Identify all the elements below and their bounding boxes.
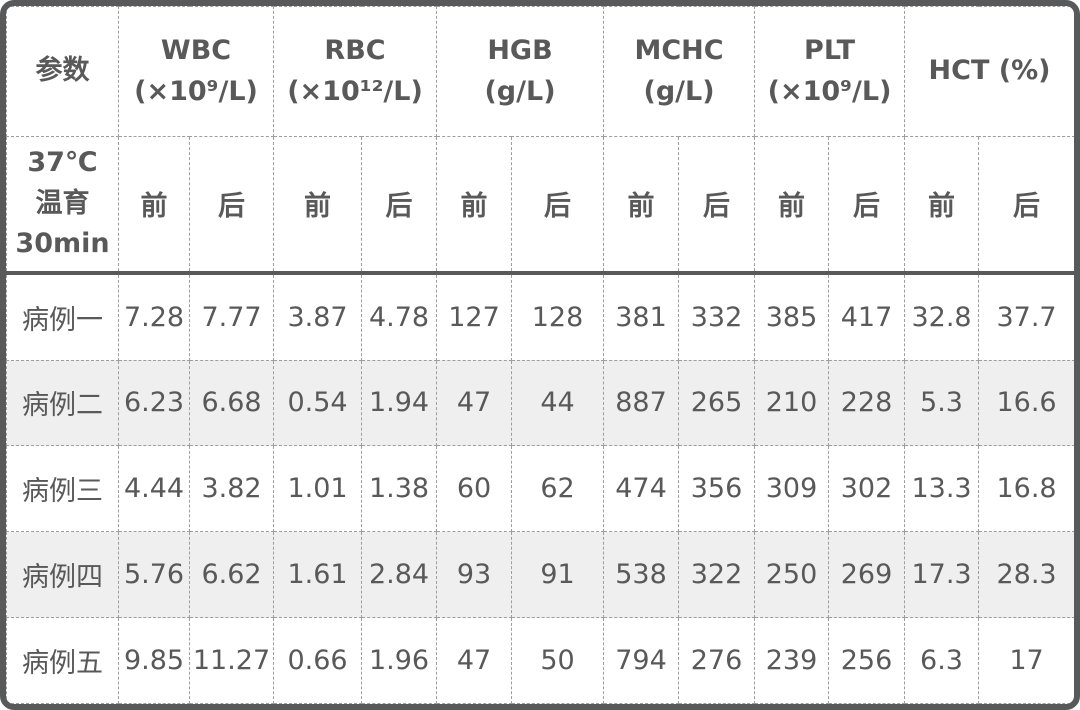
value-cell: 1.94 — [361, 359, 437, 447]
value-cell: 309 — [754, 445, 830, 533]
value-cell: 62 — [510, 445, 605, 533]
value-cell: 538 — [603, 531, 680, 619]
plt-after-label: 后 — [828, 136, 906, 275]
value-cell: 417 — [828, 272, 906, 361]
value-cell: 16.8 — [978, 445, 1074, 533]
table-row-case-4: 病例四 5.76 6.62 1.61 2.84 93 91 538 322 25… — [6, 531, 1074, 619]
value-cell: 11.27 — [189, 617, 274, 704]
case-name-cell: 病例二 — [6, 359, 119, 447]
value-cell: 7.77 — [189, 272, 274, 361]
hgb-after-label: 后 — [510, 136, 605, 275]
condition-header-cell: 37℃ 温育 30min — [6, 136, 119, 275]
hgb-before-label: 前 — [436, 136, 512, 275]
value-cell: 5.3 — [904, 359, 980, 447]
header-plt: PLT (×10⁹/L) — [754, 6, 906, 138]
table-row-case-3: 病例三 4.44 3.82 1.01 1.38 60 62 474 356 30… — [6, 445, 1074, 533]
value-cell: 474 — [603, 445, 680, 533]
value-cell: 332 — [678, 272, 756, 361]
param-header-cell: 参数 — [6, 6, 119, 138]
value-cell: 60 — [436, 445, 512, 533]
value-cell: 269 — [828, 531, 906, 619]
value-cell: 381 — [603, 272, 680, 361]
value-cell: 1.01 — [273, 445, 362, 533]
value-cell: 16.6 — [978, 359, 1074, 447]
value-cell: 50 — [510, 617, 605, 704]
value-cell: 228 — [828, 359, 906, 447]
value-cell: 302 — [828, 445, 906, 533]
value-cell: 6.3 — [904, 617, 980, 704]
value-cell: 250 — [754, 531, 830, 619]
value-cell: 17.3 — [904, 531, 980, 619]
value-cell: 47 — [436, 359, 512, 447]
value-cell: 2.84 — [361, 531, 437, 619]
table-row-case-2: 病例二 6.23 6.68 0.54 1.94 47 44 887 265 21… — [6, 359, 1074, 447]
value-cell: 322 — [678, 531, 756, 619]
header-mchc: MCHC (g/L) — [603, 6, 756, 138]
value-cell: 4.78 — [361, 272, 437, 361]
plt-before-label: 前 — [754, 136, 830, 275]
value-cell: 794 — [603, 617, 680, 704]
table-row-case-1: 病例一 7.28 7.77 3.87 4.78 127 128 381 332 … — [6, 272, 1074, 361]
header-rbc: RBC (×10¹²/L) — [273, 6, 437, 138]
value-cell: 276 — [678, 617, 756, 704]
value-cell: 7.28 — [118, 272, 190, 361]
mchc-after-label: 后 — [678, 136, 756, 275]
value-cell: 6.23 — [118, 359, 190, 447]
value-cell: 128 — [510, 272, 605, 361]
value-cell: 93 — [436, 531, 512, 619]
header-wbc: WBC (×10⁹/L) — [118, 6, 274, 138]
case-name-cell: 病例五 — [6, 617, 119, 704]
header-row-parameters: 参数 WBC (×10⁹/L) RBC (×10¹²/L) HGB (g/L) … — [6, 6, 1074, 138]
case-name-cell: 病例一 — [6, 272, 119, 361]
value-cell: 4.44 — [118, 445, 190, 533]
value-cell: 127 — [436, 272, 512, 361]
hct-after-label: 后 — [978, 136, 1074, 275]
header-hgb: HGB (g/L) — [435, 6, 605, 138]
value-cell: 17 — [978, 617, 1074, 704]
value-cell: 385 — [754, 272, 830, 361]
value-cell: 28.3 — [978, 531, 1074, 619]
value-cell: 356 — [678, 445, 756, 533]
value-cell: 887 — [603, 359, 680, 447]
value-cell: 47 — [436, 617, 512, 704]
value-cell: 91 — [510, 531, 605, 619]
value-cell: 1.38 — [361, 445, 437, 533]
value-cell: 1.61 — [273, 531, 362, 619]
value-cell: 265 — [678, 359, 756, 447]
value-cell: 6.68 — [189, 359, 274, 447]
value-cell: 0.66 — [273, 617, 362, 704]
header-hct: HCT (%) — [904, 6, 1074, 138]
rbc-before-label: 前 — [273, 136, 362, 275]
value-cell: 3.82 — [189, 445, 274, 533]
mchc-before-label: 前 — [603, 136, 680, 275]
value-cell: 239 — [754, 617, 830, 704]
value-cell: 210 — [754, 359, 830, 447]
value-cell: 6.62 — [189, 531, 274, 619]
table-row-case-5: 病例五 9.85 11.27 0.66 1.96 47 50 794 276 2… — [6, 617, 1074, 704]
value-cell: 5.76 — [118, 531, 190, 619]
value-cell: 256 — [828, 617, 906, 704]
wbc-before-label: 前 — [118, 136, 190, 275]
value-cell: 1.96 — [361, 617, 437, 704]
hct-before-label: 前 — [904, 136, 980, 275]
rbc-after-label: 后 — [361, 136, 437, 275]
value-cell: 37.7 — [978, 272, 1074, 361]
value-cell: 3.87 — [273, 272, 362, 361]
header-row-before-after: 37℃ 温育 30min 前 后 前 后 前 后 前 后 前 后 前 后 — [6, 136, 1074, 275]
blood-test-table: 参数 WBC (×10⁹/L) RBC (×10¹²/L) HGB (g/L) … — [6, 6, 1074, 704]
value-cell: 32.8 — [904, 272, 980, 361]
case-name-cell: 病例三 — [6, 445, 119, 533]
value-cell: 9.85 — [118, 617, 190, 704]
value-cell: 13.3 — [904, 445, 980, 533]
case-name-cell: 病例四 — [6, 531, 119, 619]
value-cell: 0.54 — [273, 359, 362, 447]
wbc-after-label: 后 — [189, 136, 274, 275]
value-cell: 44 — [510, 359, 605, 447]
